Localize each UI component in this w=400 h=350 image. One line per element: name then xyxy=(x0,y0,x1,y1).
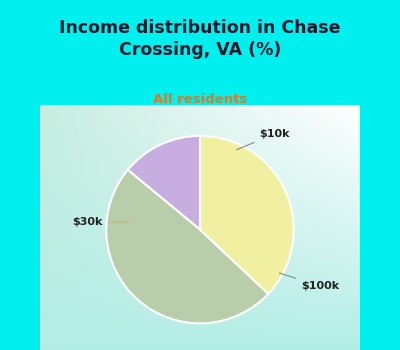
Wedge shape xyxy=(106,170,268,323)
Text: $10k: $10k xyxy=(237,129,290,150)
Text: All residents: All residents xyxy=(153,93,247,106)
Wedge shape xyxy=(128,136,200,230)
Text: Income distribution in Chase
Crossing, VA (%): Income distribution in Chase Crossing, V… xyxy=(59,19,341,60)
Wedge shape xyxy=(200,136,294,294)
Text: $100k: $100k xyxy=(279,273,339,291)
Text: $30k: $30k xyxy=(72,217,131,227)
